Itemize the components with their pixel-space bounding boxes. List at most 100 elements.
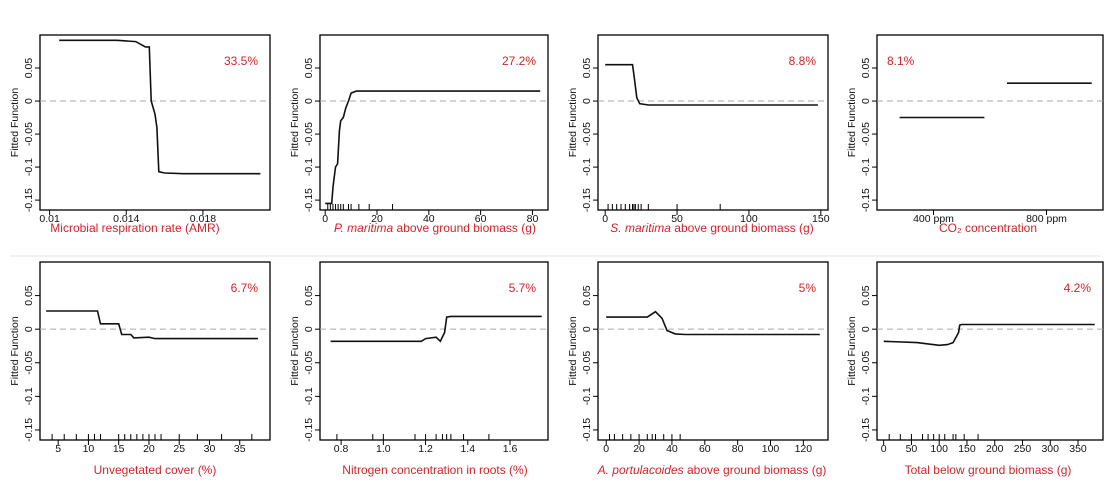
chart-panel-1: 0.05 0 -0.05 -0.1 -0.15 Fitted Function 0.01 0.… — [9, 34, 271, 235]
relative-importance-label: 33.5% — [224, 54, 258, 68]
y-tick-label: -0.15 — [860, 188, 872, 212]
x-axis-title-text: above ground biomass (g) — [684, 463, 827, 477]
plot-frame — [319, 261, 549, 441]
x-tick-label: 20 — [371, 213, 383, 225]
x-axis-title-text: Unvegetated cover (%) — [94, 463, 217, 477]
fitted-function-line — [59, 39, 261, 175]
x-tick-label: 0.01 — [39, 213, 60, 225]
x-axis-title-text: above ground biomass (g) — [393, 221, 536, 235]
y-tick-label: -0.15 — [23, 418, 35, 442]
y-tick-label: -0.05 — [581, 122, 593, 146]
y-tick-label: -0.05 — [23, 122, 35, 146]
x-tick-label: 0 — [603, 443, 609, 455]
y-tick-label: 0 — [860, 98, 872, 104]
y-tick-label: 0.05 — [303, 285, 315, 306]
x-tick-label: 50 — [906, 443, 918, 455]
x-tick-label: 200 — [986, 443, 1004, 455]
x-tick-label: 40 — [423, 213, 435, 225]
y-axis-title: Fitted Function — [289, 316, 301, 386]
y-tick-label: -0.15 — [860, 418, 872, 442]
y-tick-label: -0.1 — [23, 387, 35, 405]
x-tick-label: 300 — [1041, 443, 1059, 455]
x-axis-title: S. maritima above ground biomass (g) — [610, 221, 813, 235]
x-tick-label: 1.2 — [418, 443, 433, 455]
x-tick-label: 800 ppm — [1026, 213, 1067, 225]
relative-importance-label: 4.2% — [1064, 281, 1092, 295]
y-tick-label: 0 — [581, 326, 593, 332]
x-tick-label: 25 — [173, 443, 185, 455]
x-tick-label: 1.4 — [460, 443, 475, 455]
x-tick-label: 60 — [699, 443, 711, 455]
relative-importance-label: 5% — [799, 281, 817, 295]
y-tick-label: 0.05 — [303, 58, 315, 79]
plot-frame — [597, 34, 829, 211]
y-tick-label: -0.1 — [860, 158, 872, 176]
relative-importance-label: 6.7% — [231, 281, 259, 295]
x-tick-label: 250 — [1014, 443, 1032, 455]
chart-panel-4: 0.05 0 -0.05 -0.1 -0.15 Fitted Function 400 pp… — [846, 34, 1104, 235]
y-tick-label: -0.1 — [581, 387, 593, 405]
fitted-function-line — [606, 310, 820, 336]
plot-frame — [597, 261, 829, 441]
y-tick-label: 0 — [23, 326, 35, 332]
x-axis-title: Unvegetated cover (%) — [94, 463, 217, 477]
x-axis-title: CO₂ concentration — [939, 221, 1037, 235]
x-tick-label: 40 — [666, 443, 678, 455]
y-tick-label: -0.1 — [303, 158, 315, 176]
y-tick-label: -0.1 — [23, 158, 35, 176]
chart-panel-5: 0.05 0 -0.05 -0.1 -0.15 Fitted Function 5 10 15 2… — [9, 261, 271, 477]
y-tick-label: 0.05 — [23, 58, 35, 79]
y-tick-label: -0.15 — [303, 188, 315, 212]
fitted-function-line — [325, 90, 541, 205]
y-axis-title: Fitted Function — [846, 88, 858, 158]
y-axis-title: Fitted Function — [846, 316, 858, 386]
y-tick-label: -0.05 — [303, 351, 315, 375]
y-axis-title: Fitted Function — [289, 88, 301, 158]
x-tick-label: 20 — [143, 443, 155, 455]
y-tick-label: -0.05 — [860, 122, 872, 146]
x-axis-title: A. portulacoides above ground biomass (g… — [597, 463, 827, 477]
x-tick-label: 150 — [812, 213, 830, 225]
y-tick-label: -0.1 — [303, 387, 315, 405]
x-tick-label: 80 — [527, 213, 539, 225]
fitted-function-line — [46, 310, 258, 340]
x-axis-title-species: P. maritima — [334, 221, 393, 235]
x-tick-label: 30 — [204, 443, 216, 455]
x-tick-label: 0 — [881, 443, 887, 455]
y-axis-title: Fitted Function — [567, 88, 579, 158]
relative-importance-label: 8.1% — [887, 54, 915, 68]
x-tick-label: 0 — [322, 213, 328, 225]
y-tick-label: -0.05 — [581, 351, 593, 375]
x-axis-title-species: S. maritima — [610, 221, 671, 235]
x-tick-label: 50 — [671, 213, 683, 225]
x-tick-label: 60 — [475, 213, 487, 225]
y-axis-title: Fitted Function — [567, 316, 579, 386]
y-tick-label: 0.05 — [581, 285, 593, 306]
y-axis-title: Fitted Function — [9, 316, 21, 386]
y-tick-label: 0 — [581, 98, 593, 104]
y-axis-title: Fitted Function — [9, 88, 21, 158]
x-tick-label: 35 — [234, 443, 246, 455]
x-tick-label: 80 — [732, 443, 744, 455]
x-tick-label: 0 — [602, 213, 608, 225]
x-tick-label: 120 — [795, 443, 813, 455]
x-axis-title-text: Nitrogen concentration in roots (%) — [342, 463, 527, 477]
x-tick-label: 0.014 — [113, 213, 139, 225]
y-tick-label: -0.05 — [860, 351, 872, 375]
relative-importance-label: 8.8% — [789, 54, 817, 68]
fitted-function-line — [605, 63, 818, 106]
x-tick-label: 15 — [113, 443, 125, 455]
y-tick-label: 0 — [860, 326, 872, 332]
y-tick-label: 0.05 — [860, 58, 872, 79]
x-axis-title: Total below ground biomass (g) — [905, 463, 1072, 477]
x-tick-label: 20 — [633, 443, 645, 455]
y-tick-label: -0.1 — [860, 387, 872, 405]
relative-importance-label: 5.7% — [509, 281, 537, 295]
y-tick-label: 0 — [303, 326, 315, 332]
y-tick-label: 0.05 — [581, 58, 593, 79]
plot-frame — [39, 34, 271, 211]
x-tick-label: 100 — [762, 443, 780, 455]
